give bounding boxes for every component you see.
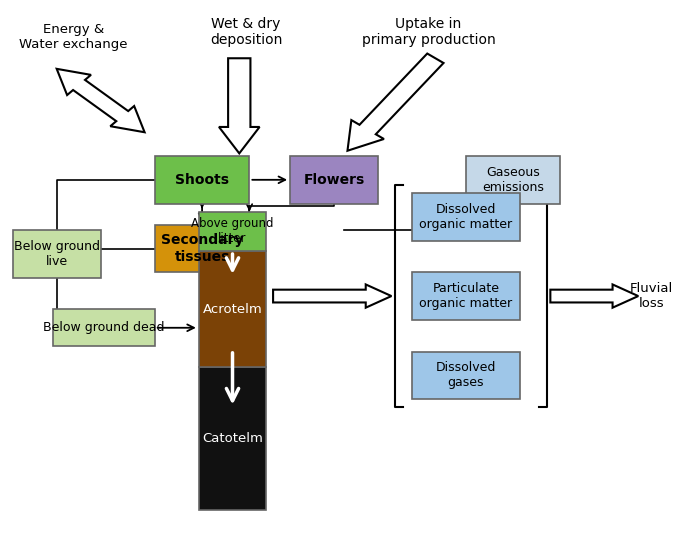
Text: Shoots: Shoots [175,173,229,187]
FancyBboxPatch shape [412,351,520,399]
FancyBboxPatch shape [155,225,249,272]
Text: Particulate
organic matter: Particulate organic matter [419,282,512,310]
Polygon shape [57,69,145,132]
Text: Catotelm: Catotelm [202,432,263,445]
Bar [199,367,266,510]
Polygon shape [219,58,260,153]
Text: Below ground dead: Below ground dead [43,321,165,334]
FancyBboxPatch shape [412,193,520,241]
Text: Dissolved
gases: Dissolved gases [436,362,496,389]
FancyBboxPatch shape [53,309,155,346]
Text: Gaseous
emissions: Gaseous emissions [482,166,544,194]
Text: Energy &
Water exchange: Energy & Water exchange [19,23,128,51]
Polygon shape [273,285,391,308]
FancyBboxPatch shape [412,272,520,320]
Polygon shape [550,285,638,308]
Bar [199,211,266,251]
Text: Dissolved
organic matter: Dissolved organic matter [419,203,512,231]
FancyBboxPatch shape [155,156,249,203]
Text: Below ground
live: Below ground live [14,240,100,268]
Text: Secondary
tissues: Secondary tissues [161,233,243,264]
Polygon shape [347,53,443,151]
Text: Uptake in
primary production: Uptake in primary production [362,17,495,47]
FancyBboxPatch shape [466,156,560,203]
Text: Flowers: Flowers [303,173,364,187]
Text: Fluvial
loss: Fluvial loss [630,282,673,310]
Text: Above ground
litter: Above ground litter [191,217,274,245]
FancyBboxPatch shape [13,230,101,278]
FancyBboxPatch shape [290,156,378,203]
Text: Wet & dry
deposition: Wet & dry deposition [210,17,282,47]
Bar [199,251,266,367]
Text: Acrotelm: Acrotelm [203,303,262,316]
